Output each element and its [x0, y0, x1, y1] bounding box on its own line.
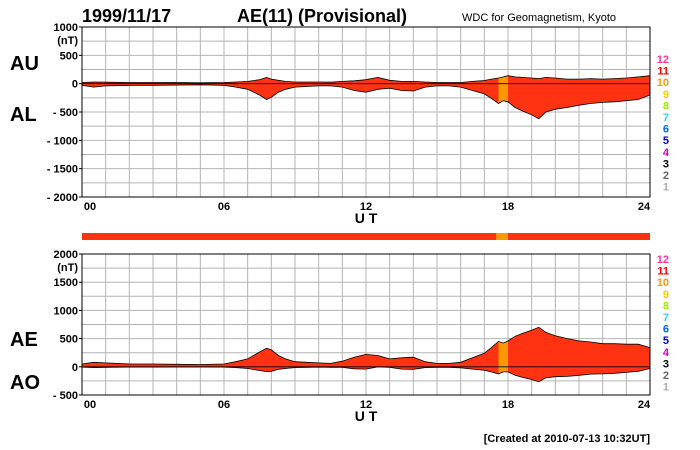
station-count-label: 4	[663, 347, 670, 359]
series-line-al	[81, 84, 651, 120]
lower-series-label: AL	[10, 104, 37, 126]
y-tick-label: 1500	[54, 277, 78, 289]
y-tick-label: 1000	[54, 305, 78, 317]
station-count-label: 6	[663, 324, 669, 336]
series-line-au	[81, 75, 651, 84]
station-count-label: 7	[663, 112, 669, 124]
index-title: AE(11) (Provisional)	[237, 6, 407, 26]
station-status-bar	[82, 233, 650, 240]
y-tick-label: - 500	[53, 107, 78, 119]
station-count-label: 3	[663, 358, 669, 370]
series-area-highlight	[498, 340, 508, 374]
station-count-label: 6	[663, 124, 669, 136]
x-tick-label: 12	[360, 201, 372, 213]
station-count-label: 12	[657, 254, 669, 266]
station-count-label: 5	[663, 135, 669, 147]
x-tick-label: 18	[502, 201, 514, 213]
y-unit-label: (nT)	[57, 35, 78, 47]
station-count-label: 11	[657, 66, 669, 78]
station-count-label: 8	[663, 100, 669, 112]
au-al-chart: 1000 500 0 - 500 - 1000 - 1500 - 2000 (nT) 00 06 1…	[10, 22, 651, 226]
station-count-label: 7	[663, 312, 669, 324]
x-tick-label: 00	[84, 201, 96, 213]
plot-frame	[81, 253, 651, 396]
y-tick-label: - 1000	[47, 135, 78, 147]
station-count-label: 9	[663, 289, 669, 301]
date-title: 1999/11/17	[82, 6, 171, 26]
station-count-label: 4	[663, 147, 670, 159]
upper-series-label: AU	[10, 53, 39, 75]
station-count-label: 5	[663, 335, 669, 347]
x-tick-label: 24	[638, 201, 651, 213]
created-timestamp: [Created at 2010-07-13 10:32UT]	[484, 433, 651, 445]
x-tick-label: 06	[218, 201, 230, 213]
x-axis-label: U T	[355, 210, 378, 226]
series-line-ao	[81, 366, 651, 383]
station-count-label: 11	[657, 266, 669, 278]
station-count-label: 12	[657, 54, 669, 66]
y-tick-label: 2000	[54, 249, 78, 261]
y-tick-label: - 2000	[47, 192, 78, 204]
y-tick-label: - 500	[53, 390, 78, 402]
y-tick-label: 0	[72, 362, 78, 374]
source-label: WDC for Geomagnetism, Kyoto	[462, 12, 616, 24]
x-tick-label: 00	[84, 399, 96, 411]
station-count-label: 2	[663, 170, 669, 182]
station-count-label: 8	[663, 300, 669, 312]
x-tick-label: 06	[218, 399, 230, 411]
y-tick-label: - 1500	[47, 164, 78, 176]
y-tick-label: 500	[60, 50, 78, 62]
station-count-label: 10	[657, 77, 669, 89]
station-count-label: 1	[663, 382, 669, 394]
station-status-highlight	[496, 233, 508, 240]
lower-series-label: AO	[10, 372, 40, 394]
x-axis-label: U T	[355, 408, 378, 424]
x-tick-label: 18	[502, 399, 514, 411]
station-count-label: 2	[663, 370, 669, 382]
y-tick-label: 1000	[54, 22, 78, 34]
y-tick-label: 500	[60, 334, 78, 346]
series-area-highlight	[498, 75, 508, 104]
x-tick-label: 24	[638, 399, 651, 411]
station-count-label: 10	[657, 277, 669, 289]
station-count-label: 9	[663, 89, 669, 101]
station-count-label: 3	[663, 158, 669, 170]
upper-series-label: AE	[10, 329, 38, 351]
x-tick-label: 12	[360, 399, 372, 411]
y-unit-label: (nT)	[57, 262, 78, 274]
series-line-ae	[81, 326, 651, 365]
status-bar-segment	[496, 233, 508, 240]
ae-ao-chart: 2000 1500 1000 500 0 - 500 (nT) 00 06 12 18 24 U T AE…	[10, 249, 651, 424]
y-tick-label: 0	[72, 79, 78, 91]
station-count-label: 1	[663, 182, 669, 194]
